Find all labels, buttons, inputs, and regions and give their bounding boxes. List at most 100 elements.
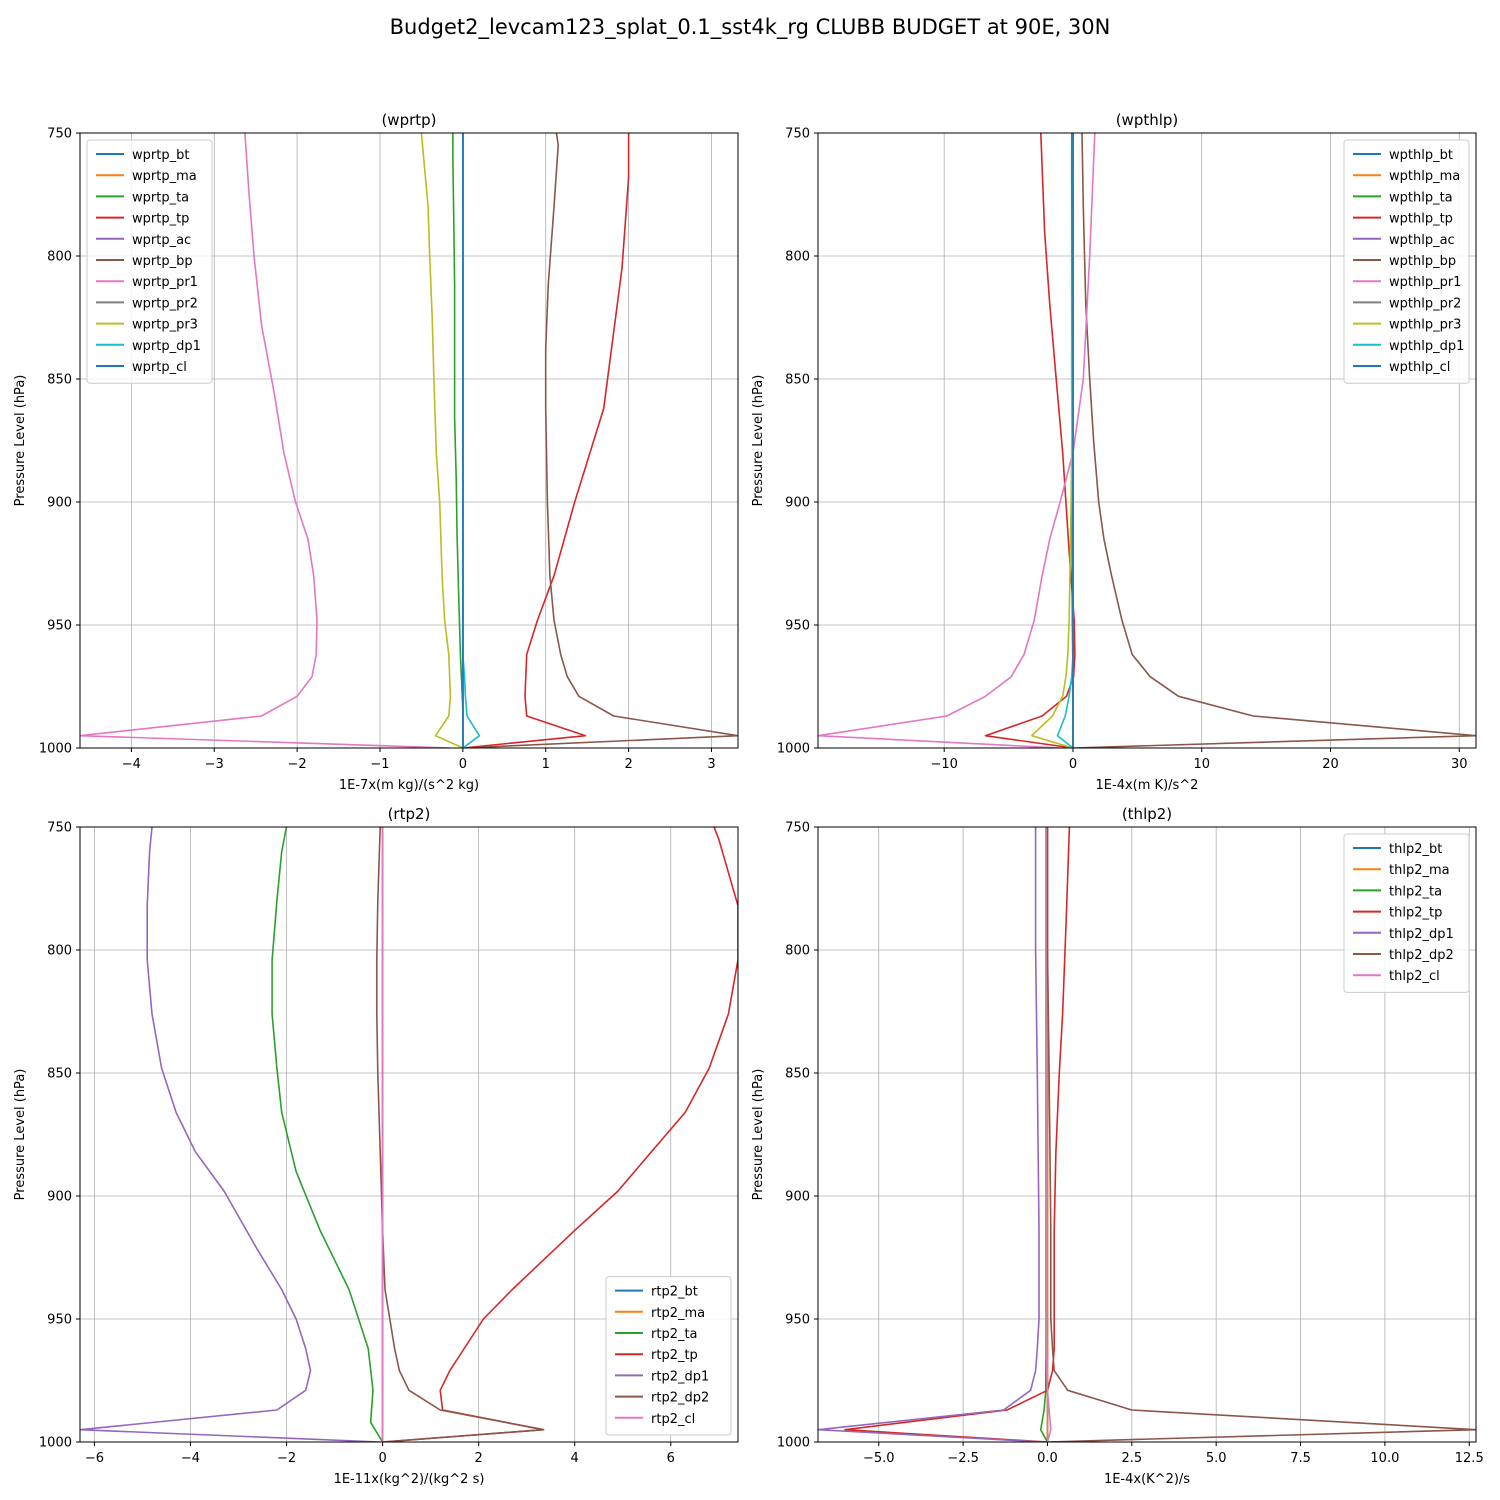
x-tick-label: 10 (1193, 757, 1210, 772)
legend-label: wpthlp_cl (1389, 360, 1450, 375)
x-tick-label: 0 (378, 1451, 386, 1466)
y-tick-label: 800 (785, 944, 810, 959)
legend-label: wprtp_ac (132, 233, 191, 248)
y-axis-label: Pressure Level (hPa) (13, 375, 28, 507)
x-tick-label: 1 (542, 757, 550, 772)
legend-label: rtp2_tp (651, 1348, 698, 1363)
x-tick-label: −10 (930, 757, 957, 772)
series-line-thlp2_tp (844, 827, 1071, 1442)
series-line-wprtp_tp (462, 133, 630, 748)
series-line-wprtp_bp (462, 133, 738, 748)
series-line-thlp2_cl (1045, 827, 1052, 1442)
series-line-wprtp_pr1 (80, 133, 451, 748)
legend-label: wpthlp_bt (1389, 148, 1453, 163)
axes-frame (817, 826, 1477, 1443)
legend-label: wprtp_tp (132, 212, 189, 227)
series-line-rtp2_tp (382, 827, 738, 1442)
legend-box (86, 139, 213, 384)
axes-frame (817, 132, 1477, 749)
legend-label: rtp2_bt (651, 1285, 698, 1300)
legend-label: wprtp_ma (132, 169, 197, 184)
legend-label: wprtp_pr2 (132, 296, 198, 311)
y-tick-label: 900 (785, 496, 810, 511)
y-tick-label: 750 (47, 127, 72, 142)
x-axis-label: 1E-11x(kg^2)/(kg^2 s) (334, 1472, 485, 1487)
legend-label: wprtp_cl (132, 360, 187, 375)
y-tick-label: 800 (47, 944, 72, 959)
legend-label: wprtp_pr1 (132, 275, 198, 290)
series-group (80, 827, 738, 1442)
x-tick-label: 10.0 (1370, 1451, 1399, 1466)
figure-title: Budget2_levcam123_splat_0.1_sst4k_rg CLU… (389, 15, 1111, 39)
legend-label: wpthlp_pr2 (1389, 296, 1461, 311)
legend-label: wpthlp_ac (1389, 233, 1455, 248)
legend-label: wprtp_dp1 (132, 339, 201, 354)
x-axis-label: 1E-4x(m K)/s^2 (1096, 778, 1199, 793)
legend: rtp2_bt rtp2_ma rtp2_ta rtp2_tp rtp2_dp1 rtp2… (605, 1276, 732, 1436)
x-tick-label: −4 (122, 757, 141, 772)
series-line-rtp2_ta (271, 827, 384, 1442)
series-group (818, 827, 1476, 1442)
x-tick-label: 12.5 (1455, 1451, 1484, 1466)
series-line-wpthlp_dp1 (1056, 133, 1074, 748)
legend-label: thlp2_dp2 (1389, 948, 1454, 963)
y-tick-label: 900 (785, 1190, 810, 1205)
y-axis-label: Pressure Level (hPa) (13, 1069, 28, 1201)
legend-label: wpthlp_bp (1389, 254, 1456, 269)
series-line-thlp2_dp1 (818, 827, 1045, 1442)
x-tick-label: 5.0 (1206, 1451, 1227, 1466)
subplot-title: (wpthlp) (1116, 111, 1179, 129)
series-line-rtp2_dp2 (375, 827, 545, 1442)
y-tick-label: 950 (785, 1313, 810, 1328)
x-tick-label: 30 (1451, 757, 1468, 772)
x-tick-label: 6 (667, 1451, 675, 1466)
series-group (818, 133, 1476, 748)
legend: thlp2_bt thlp2_ma thlp2_ta thlp2_tp thlp2_dp… (1343, 833, 1470, 993)
legend-label: wpthlp_ta (1389, 190, 1453, 205)
series-line-wpthlp_bp (1072, 133, 1476, 748)
legend-label: thlp2_ma (1389, 863, 1450, 878)
chart-panel-2: −10 0 10 20 30 750 800 850 900 950 1000 (wpthlp) 1E-… (751, 111, 1477, 793)
legend-label: wpthlp_dp1 (1389, 339, 1464, 354)
x-tick-label: −2 (288, 757, 307, 772)
legend-label: rtp2_ma (651, 1306, 705, 1321)
y-tick-label: 850 (785, 1067, 810, 1082)
axes-frame (79, 132, 739, 749)
series-line-wprtp_dp1 (462, 133, 481, 748)
x-tick-label: 2 (624, 757, 632, 772)
legend-label: rtp2_ta (651, 1327, 698, 1342)
x-tick-label: 0 (459, 757, 467, 772)
y-axis-label: Pressure Level (hPa) (751, 1069, 766, 1201)
x-tick-label: −2.5 (947, 1451, 979, 1466)
legend-box (1343, 833, 1470, 993)
y-tick-label: 900 (47, 1190, 72, 1205)
x-tick-label: 7.5 (1290, 1451, 1311, 1466)
legend-label: wpthlp_pr3 (1389, 318, 1461, 333)
series-line-wprtp_pr3 (420, 133, 464, 748)
y-tick-label: 1000 (39, 742, 72, 757)
legend-label: wprtp_pr3 (132, 318, 198, 333)
y-tick-label: 1000 (39, 1436, 72, 1451)
legend-label: wprtp_bt (132, 148, 189, 163)
x-tick-label: 2 (475, 1451, 483, 1466)
y-tick-label: 850 (785, 373, 810, 388)
legend-label: wpthlp_ma (1389, 169, 1460, 184)
x-tick-label: 2.5 (1121, 1451, 1142, 1466)
series-line-wpthlp_pr3 (1031, 133, 1074, 748)
y-tick-label: 1000 (777, 742, 810, 757)
series-line-thlp2_dp2 (1046, 827, 1476, 1442)
y-tick-label: 800 (785, 250, 810, 265)
legend-label: wprtp_ta (132, 190, 189, 205)
x-tick-label: −2 (277, 1451, 296, 1466)
legend-box (605, 1276, 732, 1436)
series-group (80, 133, 738, 748)
x-tick-label: 20 (1322, 757, 1339, 772)
legend-label: rtp2_cl (651, 1412, 695, 1427)
x-tick-label: 0.0 (1037, 1451, 1058, 1466)
y-tick-label: 950 (47, 619, 72, 634)
legend-label: wprtp_bp (132, 254, 193, 269)
legend-label: thlp2_tp (1389, 906, 1442, 921)
subplot-title: (wprtp) (381, 111, 436, 129)
axes-frame (79, 826, 739, 1443)
